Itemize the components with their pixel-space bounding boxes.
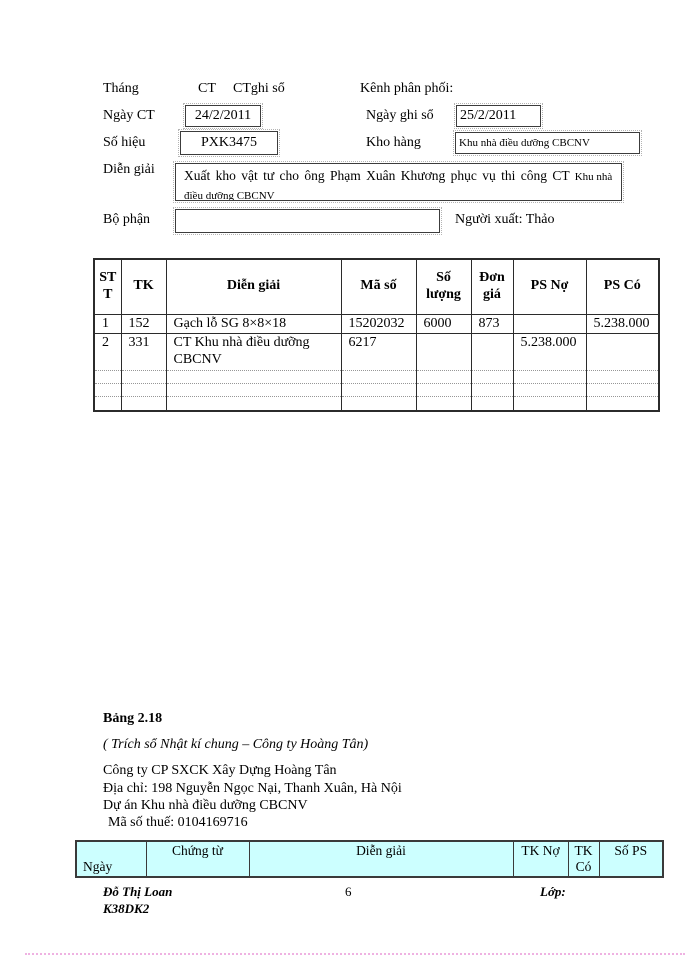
- col-header-ps-co: PS Có: [585, 258, 660, 315]
- cell-ma-so: 6217: [340, 333, 417, 371]
- cell-stt: 2: [93, 333, 122, 371]
- table-row: 2 331 CT Khu nhà điều dưỡng CBCNV 6217 5…: [93, 333, 660, 371]
- dien-giai-field[interactable]: Xuất kho vật tư cho ông Phạm Xuân Khương…: [173, 161, 624, 203]
- cell-empty: [585, 369, 660, 384]
- cell-dien-giai: Gạch lỗ SG 8×8×18: [165, 313, 342, 335]
- col-header-ma-so: Mã số: [340, 258, 417, 315]
- col-header-ps-no: PS Nợ: [512, 258, 587, 315]
- ngay-ghi-so-field[interactable]: 25/2/2011: [454, 103, 543, 129]
- cell-tk: 331: [120, 333, 167, 371]
- tax-code: Mã số thuế: 0104169716: [108, 815, 248, 830]
- cell-don-gia: [470, 333, 514, 371]
- kenh-phan-phoi-label: Kênh phân phối:: [360, 81, 454, 96]
- table-row-empty: [93, 382, 660, 397]
- nguoi-xuat-label: Người xuất: Thảo: [455, 212, 555, 227]
- cell-stt: 1: [93, 313, 122, 335]
- cell-ma-so: 15202032: [340, 313, 417, 335]
- cell-empty: [415, 395, 472, 412]
- journal-header-row: Ngày Chứng từ Diễn giải TK Nợ TK Có Số P…: [75, 840, 664, 878]
- col-header-tk: TK: [120, 258, 167, 315]
- journal-col-tk-no: TK Nợ: [512, 840, 569, 878]
- journal-col-tk-co: TK Có: [567, 840, 600, 878]
- cell-empty: [470, 369, 514, 384]
- footer-author: Đỗ Thị Loan: [103, 884, 173, 899]
- cell-empty: [120, 382, 167, 397]
- kho-hang-label: Kho hàng: [366, 135, 421, 150]
- page-number: 6: [345, 884, 352, 899]
- kho-hang-field[interactable]: Khu nhà điều dưỡng CBCNV: [453, 130, 642, 156]
- journal-col-dien-giai: Diễn giải: [248, 840, 514, 878]
- cell-empty: [415, 382, 472, 397]
- so-hieu-field[interactable]: PXK3475: [178, 129, 280, 157]
- footer-lop-label: Lớp:: [540, 884, 566, 899]
- project-name: Dự án Khu nhà điều dưỡng CBCNV: [103, 798, 308, 813]
- dien-giai-text-small: Khu nhà điều dưỡng CBCNV: [184, 171, 613, 201]
- cell-ps-co: 5.238.000: [585, 313, 660, 335]
- so-hieu-label: Số hiệu: [103, 135, 146, 150]
- trich-note: ( Trích sổ Nhật kí chung – Công ty Hoàng…: [103, 737, 369, 752]
- ngay-ct-label: Ngày CT: [103, 108, 155, 123]
- cell-so-luong: 6000: [415, 313, 472, 335]
- cell-empty: [585, 382, 660, 397]
- cell-dien-giai: CT Khu nhà điều dưỡng CBCNV: [165, 333, 342, 371]
- journal-col-chung-tu: Chứng từ: [145, 840, 250, 878]
- col-header-stt: STT: [93, 258, 122, 315]
- cell-ps-no: [512, 313, 587, 335]
- cell-empty: [470, 395, 514, 412]
- cell-tk: 152: [120, 313, 167, 335]
- cell-empty: [512, 395, 587, 412]
- cell-so-luong: [415, 333, 472, 371]
- dien-giai-text-main: Xuất kho vật tư cho ông Phạm Xuân Khương…: [184, 168, 575, 183]
- table-row-empty: [93, 395, 660, 412]
- page-break-divider: [25, 953, 685, 955]
- company-address: Địa chỉ: 198 Nguyễn Ngọc Nại, Thanh Xuân…: [103, 781, 402, 796]
- cell-empty: [165, 369, 342, 384]
- col-header-so-luong: Số lượng: [415, 258, 472, 315]
- cell-ps-co: [585, 333, 660, 371]
- cell-ps-no: 5.238.000: [512, 333, 587, 371]
- cell-empty: [165, 395, 342, 412]
- voucher-table: STT TK Diễn giải Mã số Số lượng Đơn giá …: [93, 258, 660, 413]
- cell-empty: [340, 382, 417, 397]
- company-name: Công ty CP SXCK Xây Dựng Hoàng Tân: [103, 763, 337, 778]
- cell-empty: [512, 369, 587, 384]
- cell-empty: [93, 382, 122, 397]
- cell-don-gia: 873: [470, 313, 514, 335]
- bang-caption: Bảng 2.18: [103, 711, 163, 726]
- bo-phan-label: Bộ phận: [103, 212, 151, 227]
- footer-class-code: K38DK2: [103, 901, 150, 916]
- cell-empty: [93, 369, 122, 384]
- col-header-don-gia: Đơn giá: [470, 258, 514, 315]
- table-row-empty: [93, 369, 660, 384]
- col-header-dien-giai: Diễn giải: [165, 258, 342, 315]
- bo-phan-field[interactable]: [173, 207, 442, 235]
- voucher-table-header-row: STT TK Diễn giải Mã số Số lượng Đơn giá …: [93, 258, 660, 315]
- cell-empty: [93, 395, 122, 412]
- cell-empty: [120, 369, 167, 384]
- journal-table: Ngày Chứng từ Diễn giải TK Nợ TK Có Số P…: [75, 840, 664, 879]
- cell-empty: [585, 395, 660, 412]
- ngay-ct-field[interactable]: 24/2/2011: [183, 103, 263, 129]
- cell-empty: [340, 369, 417, 384]
- ctghiso-label: CTghi sổ: [233, 81, 285, 96]
- ct-label: CT: [198, 81, 216, 96]
- cell-empty: [512, 382, 587, 397]
- journal-col-so-ps: Số PS: [598, 840, 664, 878]
- ngay-ghi-so-label: Ngày ghi sổ: [366, 108, 434, 123]
- cell-empty: [165, 382, 342, 397]
- cell-empty: [120, 395, 167, 412]
- journal-col-ngay: Ngày: [75, 840, 147, 878]
- thang-label: Tháng: [103, 81, 139, 96]
- cell-empty: [340, 395, 417, 412]
- dien-giai-label: Diễn giải: [103, 162, 155, 177]
- cell-empty: [415, 369, 472, 384]
- cell-empty: [470, 382, 514, 397]
- table-row: 1 152 Gạch lỗ SG 8×8×18 15202032 6000 87…: [93, 313, 660, 335]
